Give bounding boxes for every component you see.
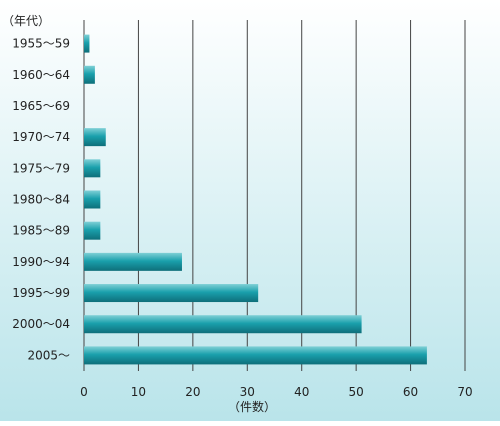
x-tick-label: 0 xyxy=(80,385,88,399)
bar xyxy=(84,284,259,303)
bar xyxy=(84,252,182,271)
y-tick-label: 1970～74 xyxy=(12,130,70,144)
y-tick-label: 2005～ xyxy=(27,348,70,362)
bar xyxy=(84,159,101,178)
y-axis-title: （年代） xyxy=(2,14,50,28)
bar xyxy=(84,128,106,147)
y-tick-label: 2000～04 xyxy=(12,317,70,331)
x-tick-label: 40 xyxy=(294,385,309,399)
bar xyxy=(84,34,90,53)
x-tick-label: 20 xyxy=(185,385,200,399)
y-tick-label: 1960～64 xyxy=(12,68,70,82)
x-tick-label: 30 xyxy=(240,385,255,399)
y-tick-label: 1975～79 xyxy=(12,161,70,175)
bar xyxy=(84,221,101,240)
y-tick-label: 1955～59 xyxy=(12,37,70,51)
x-axis-title: （件数） xyxy=(228,399,276,414)
y-tick-label: 1965～69 xyxy=(12,99,70,113)
y-tick-label: 1995～99 xyxy=(12,286,70,300)
y-tick-label: 1990～94 xyxy=(12,255,70,269)
x-tick-label: 10 xyxy=(131,385,146,399)
y-tick-label: 1980～84 xyxy=(12,193,70,207)
y-tick-label: 1985～89 xyxy=(12,224,70,238)
bar xyxy=(84,346,427,365)
x-tick-label: 60 xyxy=(403,385,418,399)
x-tick-label: 70 xyxy=(457,385,472,399)
bar xyxy=(84,315,362,334)
x-tick-label: 50 xyxy=(349,385,364,399)
bar xyxy=(84,65,95,84)
bar xyxy=(84,190,101,209)
